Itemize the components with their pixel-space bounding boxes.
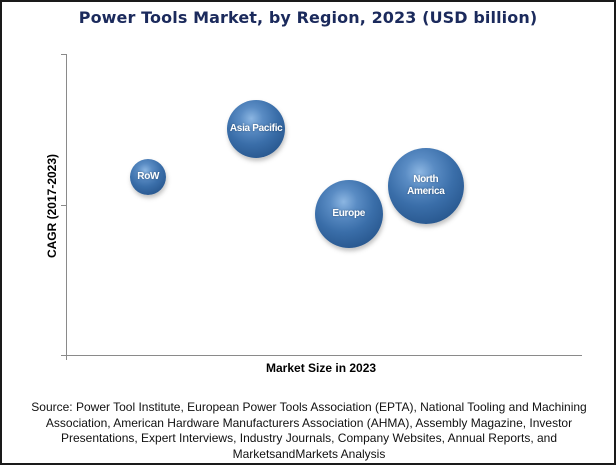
plot-area: RoW Asia Pacific Europe North America <box>66 54 580 355</box>
y-axis-label: CAGR (2017-2023) <box>45 153 59 259</box>
x-axis-label: Market Size in 2023 <box>266 361 377 375</box>
source-note: Source: Power Tool Institute, European P… <box>31 400 587 461</box>
chart-title: Power Tools Market, by Region, 2023 (USD… <box>78 8 538 27</box>
bubble-label: RoW <box>137 171 160 183</box>
bubble-label: Asia Pacific <box>229 123 283 135</box>
y-axis-tick-top <box>61 54 66 55</box>
bubble-label: North America <box>407 174 445 198</box>
bubble-row[interactable]: RoW <box>130 159 167 196</box>
x-axis <box>61 355 582 356</box>
y-axis-tick-mid <box>61 205 66 206</box>
bubble-europe[interactable]: Europe <box>314 179 383 248</box>
bubble-north-america[interactable]: North America <box>387 148 464 225</box>
bubble-label: Europe <box>332 207 366 219</box>
y-axis <box>66 54 67 360</box>
bubble-asia-pacific[interactable]: Asia Pacific <box>227 100 286 159</box>
